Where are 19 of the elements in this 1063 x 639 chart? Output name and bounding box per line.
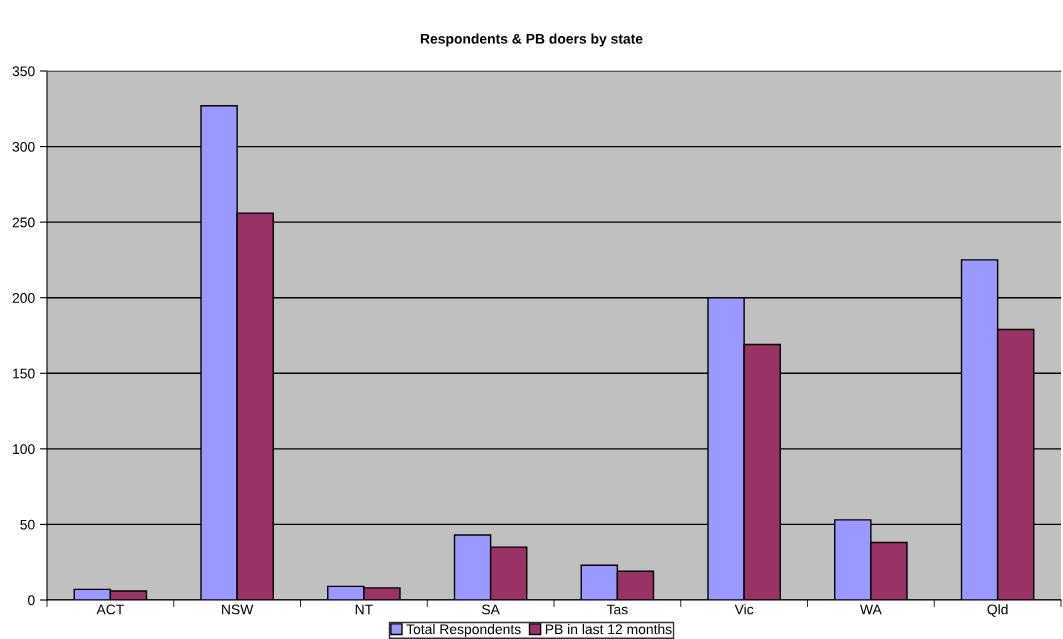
x-tick-label: NT <box>355 604 373 615</box>
y-tick-label: 50 <box>20 519 35 530</box>
y-tick-label: 200 <box>12 293 35 303</box>
x-tick-label: Tas <box>606 604 628 615</box>
y-tick-label: 250 <box>12 217 35 228</box>
chart-title: Respondents & PB doers by state <box>420 33 643 47</box>
x-tick-label: NSW <box>222 604 254 615</box>
y-tick-label: 0 <box>28 595 35 606</box>
y-tick-label: 100 <box>13 444 35 455</box>
x-tick-label: SA <box>481 604 500 615</box>
x-tick-label: WA <box>860 604 882 615</box>
x-tick-label: Vic <box>734 604 754 615</box>
y-tick-label: 150 <box>13 368 35 379</box>
legend-label: Total Respondents <box>406 623 521 637</box>
y-tick-label: 350 <box>12 66 35 77</box>
x-tick-label: ACT <box>96 604 124 615</box>
x-tick-label: Qld <box>987 604 1008 617</box>
y-tick-label: 300 <box>12 141 35 152</box>
legend-label: PB in last 12 months <box>545 623 672 635</box>
